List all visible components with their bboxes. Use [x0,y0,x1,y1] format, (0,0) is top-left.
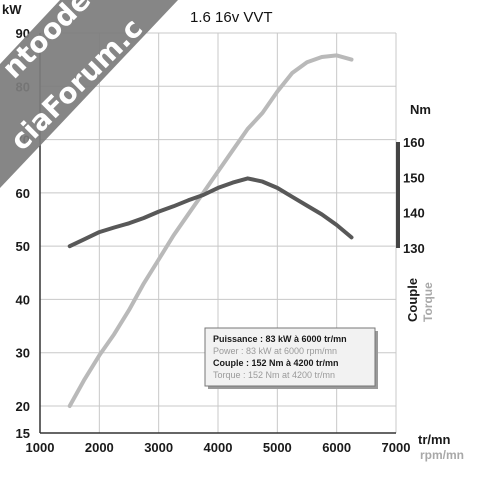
x-tick-1000: 1000 [26,440,55,455]
grid [39,32,397,433]
series-layer [67,53,354,408]
x-tick-2000: 2000 [85,440,114,455]
legend: Puissance : 83 kW à 6000 tr/mn Power : 83… [204,327,378,389]
y-unit-left: kW [2,2,22,17]
x-tick-3000: 3000 [144,440,173,455]
chart-title: 1.6 16v VVT [190,9,273,26]
legend-line-0: Puissance : 83 kW à 6000 tr/mn [213,334,347,344]
y-tick-right-130: 130 [403,241,425,256]
legend-box [204,327,376,387]
y-tick-left-20: 20 [16,399,30,414]
right-axis-label-alt: Torque [421,282,435,322]
y-tick-left-30: 30 [16,346,30,361]
y-tick-left-60: 60 [16,186,30,201]
x-unit: tr/mn [418,432,451,447]
y-tick-left-40: 40 [16,292,30,307]
y-unit-right: Nm [410,102,431,117]
power-curve [67,53,354,408]
tick-labels: 1000 2000 3000 4000 5000 6000 7000 15 20 30 40 50 60… [16,26,425,455]
x-tick-5000: 5000 [263,440,292,455]
x-tick-7000: 7000 [382,440,411,455]
torque-curve [67,176,354,249]
y-tick-left-15: 15 [16,426,30,441]
x-unit-alt: rpm/mn [420,448,464,462]
y-tick-right-150: 150 [403,170,425,185]
y-tick-right-160: 160 [403,135,425,150]
legend-line-3: Torque : 152 Nm at 4200 tr/mn [213,370,335,380]
y-tick-right-140: 140 [403,206,425,221]
right-axis-label: Couple [405,278,420,322]
x-tick-4000: 4000 [204,440,233,455]
x-tick-6000: 6000 [322,440,351,455]
legend-line-1: Power : 83 kW at 6000 rpm/mn [213,346,337,356]
legend-line-2: Couple : 152 Nm à 4200 tr/mn [213,358,339,368]
y-tick-left-50: 50 [16,239,30,254]
